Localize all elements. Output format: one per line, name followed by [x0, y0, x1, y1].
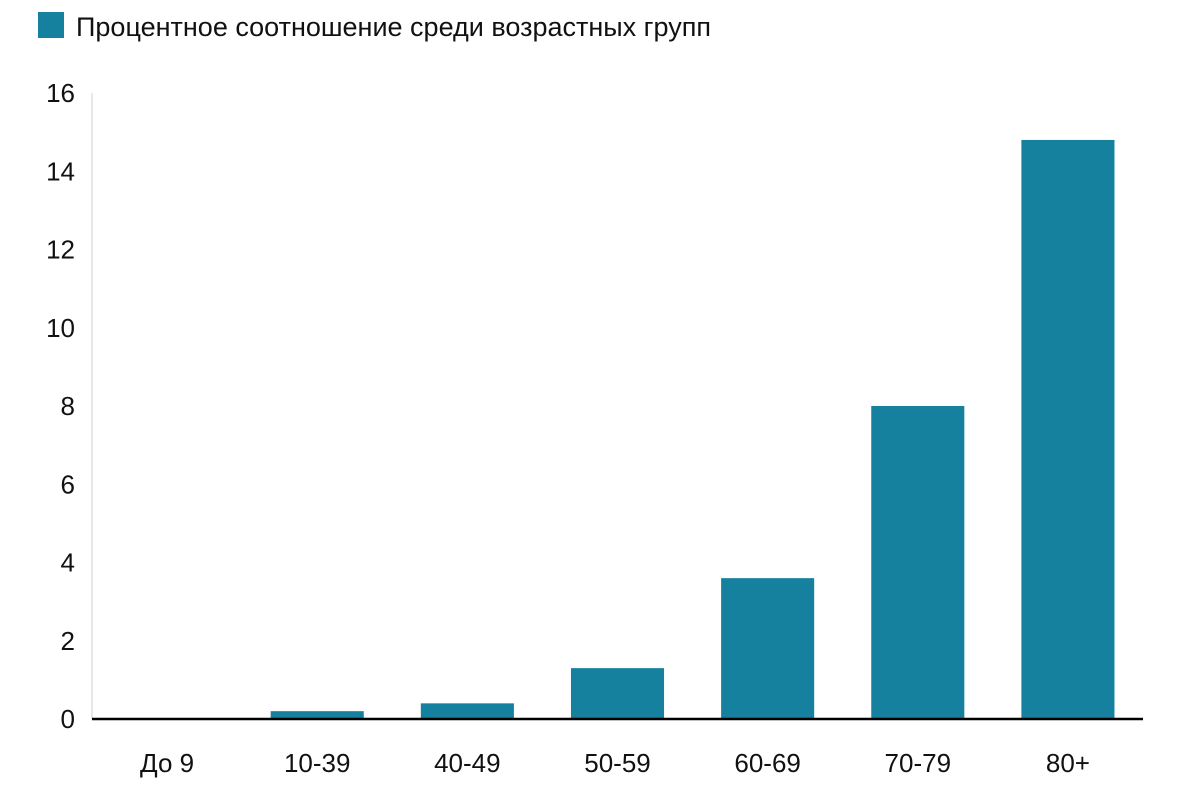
bars	[270, 139, 1115, 719]
x-axis: До 9 10-39 40-49 50-59 60-69 70-79 80+	[92, 717, 1143, 778]
x-tick-label: 40-49	[434, 748, 501, 778]
x-tick-label: 70-79	[885, 748, 952, 778]
y-tick-label: 14	[46, 156, 75, 186]
legend-label: Процентное соотношение среди возрастных …	[76, 12, 711, 42]
y-axis: 0 2 4 6 8 10 12 14 16	[46, 78, 93, 734]
bar	[270, 711, 364, 719]
y-tick-label: 12	[46, 235, 75, 265]
x-tick-label: 60-69	[734, 748, 801, 778]
y-tick-label: 2	[61, 626, 75, 656]
y-tick-label: 0	[61, 704, 75, 734]
bar	[721, 578, 815, 719]
bar	[570, 668, 665, 719]
x-tick-label: До 9	[140, 748, 194, 778]
y-tick-label: 8	[61, 391, 75, 421]
x-tick-label: 80+	[1046, 748, 1090, 778]
x-tick-label: 50-59	[584, 748, 651, 778]
bar	[1021, 139, 1115, 719]
y-tick-label: 10	[46, 313, 75, 343]
y-tick-label: 16	[46, 78, 75, 108]
x-tick-label: 10-39	[284, 748, 351, 778]
y-tick-label: 4	[61, 548, 75, 578]
bar	[871, 406, 965, 719]
legend-swatch	[38, 12, 64, 38]
y-tick-label: 6	[61, 469, 75, 499]
legend: Процентное соотношение среди возрастных …	[38, 12, 711, 42]
bar	[420, 703, 514, 719]
